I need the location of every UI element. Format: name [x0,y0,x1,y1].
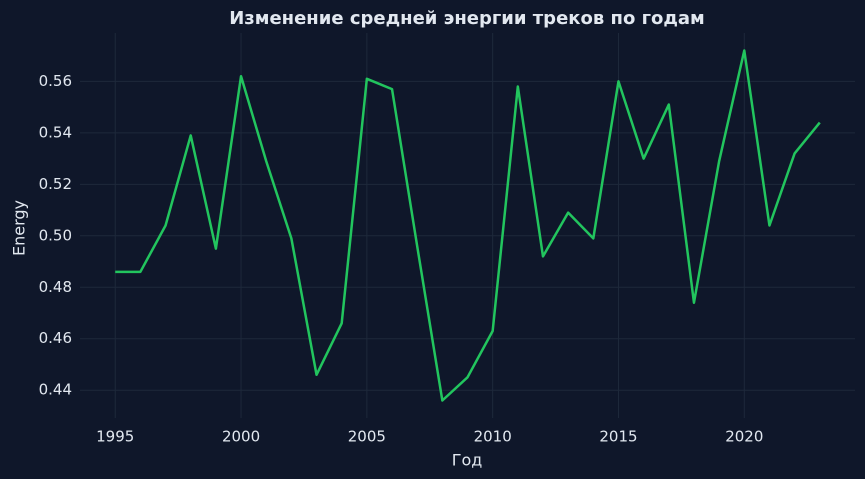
y-tick-label: 0.54 [39,123,72,141]
x-axis-label: Год [452,451,483,470]
x-tick-label: 1995 [96,428,134,446]
chart-title: Изменение средней энергии треков по года… [229,8,705,29]
x-tick-label: 2020 [725,428,763,446]
x-tick-label: 2015 [599,428,637,446]
y-tick-label: 0.48 [39,278,72,296]
y-tick-label: 0.52 [39,175,72,193]
y-tick-label: 0.44 [39,381,72,399]
x-tick-label: 2010 [474,428,512,446]
y-tick-label: 0.50 [39,226,72,244]
y-tick-label: 0.46 [39,329,72,347]
x-tick-label: 2005 [348,428,386,446]
y-axis-label: Energy [10,200,29,256]
x-tick-label: 2000 [222,428,260,446]
data-line [115,49,821,402]
y-tick-label: 0.56 [39,72,72,90]
